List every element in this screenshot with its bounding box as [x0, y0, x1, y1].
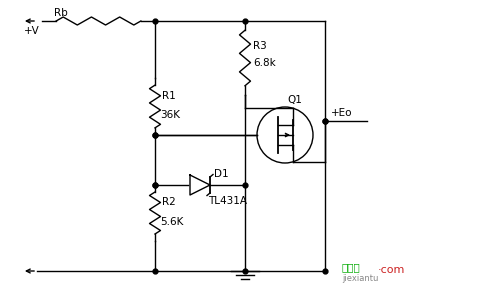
Text: +Eo: +Eo	[330, 108, 352, 118]
Text: ·com: ·com	[377, 265, 405, 275]
Text: Rb: Rb	[54, 8, 68, 18]
Text: jiexiantu: jiexiantu	[341, 274, 378, 283]
Polygon shape	[190, 175, 210, 195]
Text: 6.8k: 6.8k	[253, 58, 275, 68]
Text: R1: R1	[162, 91, 175, 100]
Text: Q1: Q1	[287, 95, 301, 105]
Text: R3: R3	[253, 41, 266, 51]
Text: D1: D1	[213, 169, 228, 179]
Text: R2: R2	[162, 197, 175, 207]
Text: 接线图: 接线图	[341, 262, 360, 272]
Text: 5.6K: 5.6K	[160, 217, 183, 227]
Text: +V: +V	[24, 26, 40, 36]
Text: 36K: 36K	[160, 110, 180, 120]
Text: TL431A: TL431A	[208, 196, 246, 206]
